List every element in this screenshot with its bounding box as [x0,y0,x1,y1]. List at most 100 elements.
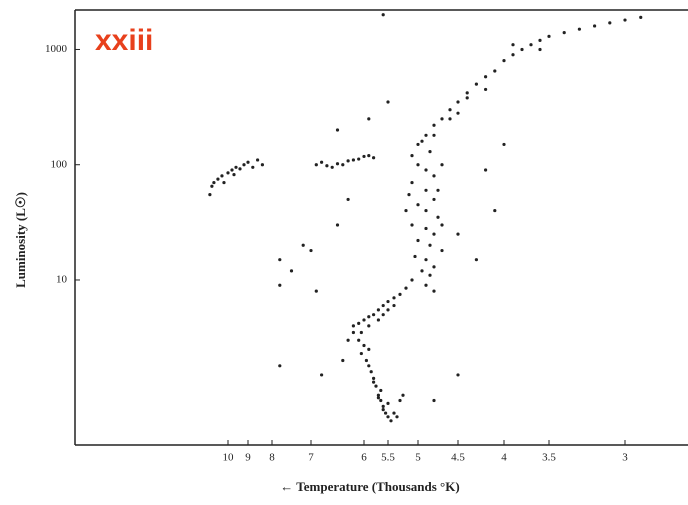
star-point [465,91,469,95]
star-point [436,188,440,192]
star-point [230,168,234,172]
star-point [386,299,390,304]
star-point [386,100,390,104]
star-point [351,324,355,328]
star-point [577,27,582,31]
star-point [389,419,393,423]
star-point [456,100,460,104]
star-point [242,163,246,167]
star-point [410,223,414,227]
star-point [335,128,340,132]
star-point [465,96,469,100]
star-point [278,364,282,368]
star-point [547,34,551,38]
star-point [341,358,345,363]
x-tick-label: 4 [501,452,507,464]
star-point [335,223,340,227]
star-point [432,123,436,127]
star-point [428,243,432,247]
star-point [386,415,390,419]
star-point [398,398,402,403]
star-point [381,404,385,409]
x-tick-label: 3.5 [542,452,556,464]
star-point [376,318,380,322]
star-point [372,313,376,317]
star-point [392,303,396,308]
x-tick-label: 7 [308,452,314,464]
star-point [428,149,432,154]
star-point [212,180,216,185]
star-point [367,364,371,368]
star-point [420,139,424,143]
star-point [404,208,408,213]
x-tick-label: 5.5 [381,452,395,464]
star-point [404,286,408,290]
star-point [420,269,424,273]
star-point [432,197,436,202]
star-point [440,163,444,167]
star-point [210,184,214,188]
star-point [448,117,452,121]
star-point [448,108,452,112]
star-point [346,197,350,202]
star-point [359,330,363,335]
star-point [232,173,236,177]
star-point [335,162,340,166]
star-point [424,258,428,262]
star-point [424,188,428,192]
star-point [367,324,371,328]
star-point [234,165,238,169]
star-point [440,248,444,253]
star-point [407,193,411,197]
x-tick-label: 3 [622,452,628,464]
x-axis-label: ← Temperature (Thousands °K) [280,479,459,494]
star-point [511,53,515,57]
star-point [384,411,388,415]
x-tick-label: 10 [223,452,235,464]
star-point [346,338,350,342]
star-point [608,21,612,25]
star-point [432,174,436,178]
x-tick-label: 8 [269,452,275,464]
star-point [364,358,368,363]
star-point [374,384,378,388]
star-point [410,180,414,185]
y-tick-label: 10 [56,274,68,286]
star-point [456,373,460,377]
star-point [222,180,226,185]
star-point [538,38,542,42]
star-point [424,226,428,231]
star-point [401,393,405,397]
star-point [309,248,313,253]
star-point [320,160,324,164]
star-point [238,167,242,171]
star-point [424,283,428,287]
star-point [346,159,350,163]
star-point [369,370,373,374]
star-point [372,376,376,380]
star-point [372,156,376,160]
star-point [208,193,212,197]
star-point [456,111,460,115]
star-point [376,308,380,312]
star-point [639,15,643,19]
star-point [381,13,385,17]
star-point [351,330,355,335]
star-point [538,47,542,52]
x-tick-label: 6 [361,452,367,464]
star-point [386,401,390,405]
star-point [623,18,627,22]
star-point [562,31,566,35]
star-point [432,398,436,403]
chart-title: xxiii [95,24,153,57]
star-point [410,278,414,282]
star-point [351,158,355,162]
star-point [226,171,230,175]
star-point [357,321,361,325]
star-point [278,258,282,262]
star-point [379,398,383,403]
star-point [502,59,506,63]
star-point [251,165,255,169]
star-point [246,160,250,164]
star-point [593,24,597,28]
